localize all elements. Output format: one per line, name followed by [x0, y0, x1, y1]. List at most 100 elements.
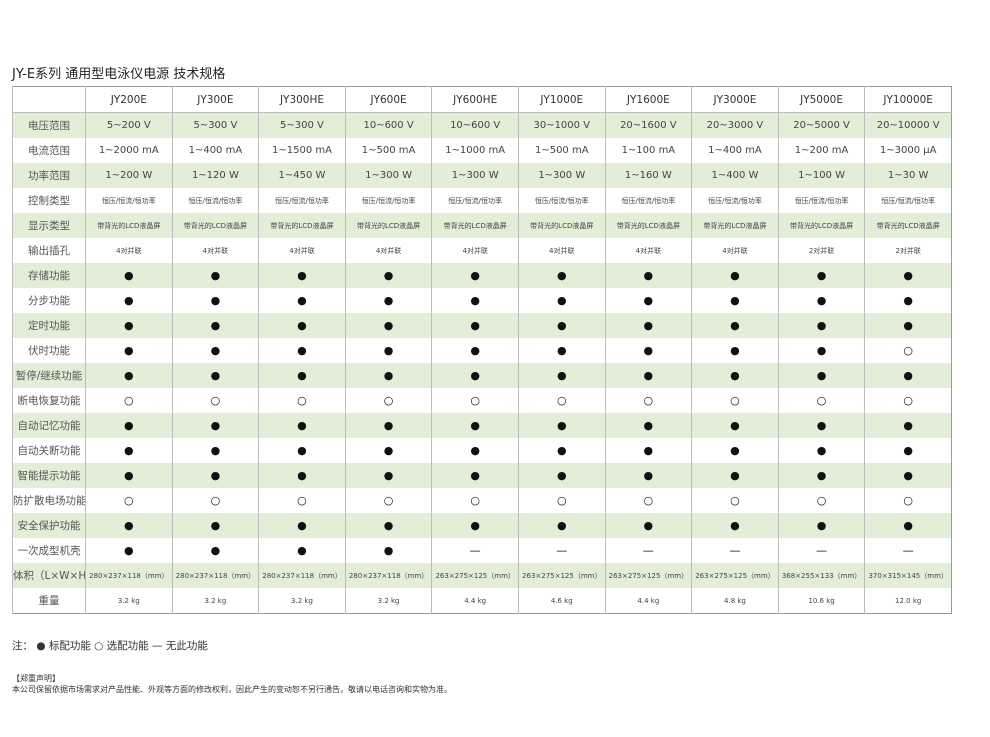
table-cell: ○ [517, 388, 606, 413]
table-cell: 恒压/恒流/恒功率 [171, 188, 259, 213]
row-label: 输出插孔 [12, 238, 86, 263]
table-cell: 12.0 kg [864, 588, 952, 614]
table-cell: 1~200 W [85, 163, 173, 188]
header-row: JY200E JY300E JY300HE JY600E JY600HE JY1000E J… [12, 86, 952, 113]
table-cell: 带背光的LCD液晶屏 [864, 213, 952, 238]
table-cell: ● [431, 263, 519, 288]
table-cell: 20~1600 V [604, 112, 692, 138]
table-cell: ● [517, 313, 606, 338]
table-cell: ● [258, 538, 346, 563]
table-cell: ○ [344, 388, 432, 413]
row-label: 控制类型 [12, 188, 86, 213]
table-cell: 4对并联 [171, 238, 259, 263]
table-cell: ● [777, 338, 865, 363]
table-cell: 3.2 kg [258, 588, 346, 614]
table-cell: ● [85, 338, 173, 363]
table-row: 断电恢复功能 ○ ○ ○ ○ ○ ○ ○ ○ ○ ○ [12, 388, 952, 413]
table-cell: ● [864, 263, 952, 288]
table-cell: 10~600 V [431, 112, 519, 138]
table-cell: ● [864, 463, 952, 488]
table-cell: ● [258, 338, 346, 363]
table-cell: ● [604, 288, 692, 313]
table-cell: ● [431, 513, 519, 538]
table-cell: ● [85, 313, 173, 338]
table-cell: ○ [691, 388, 779, 413]
table-cell: ● [517, 338, 606, 363]
table-cell: 263×275×125（mm） [517, 563, 606, 588]
model-header: JY600E [344, 86, 432, 113]
table-cell: ● [85, 513, 173, 538]
table-cell: ● [171, 338, 259, 363]
table-cell: ● [604, 363, 692, 388]
table-cell: 恒压/恒流/恒功率 [344, 188, 432, 213]
table-cell: ○ [604, 388, 692, 413]
table-cell: ● [344, 263, 432, 288]
table-cell: 1~500 mA [344, 138, 432, 163]
table-cell: ● [258, 288, 346, 313]
table-cell: ○ [864, 388, 952, 413]
table-cell: 恒压/恒流/恒功率 [777, 188, 865, 213]
table-row: 输出插孔 4对并联 4对并联 4对并联 4对并联 4对并联 4对并联 4对并联 4对并联 2对并联… [12, 238, 952, 263]
table-cell: ○ [517, 488, 606, 513]
table-cell: 恒压/恒流/恒功率 [691, 188, 779, 213]
row-label: 电流范围 [12, 138, 86, 163]
table-cell: — [431, 538, 519, 563]
table-row: 智能提示功能 ● ● ● ● ● ● ● ● ● ● [12, 463, 952, 488]
table-row: 防扩散电场功能 ○ ○ ○ ○ ○ ○ ○ ○ ○ ○ [12, 488, 952, 513]
table-cell: ● [171, 413, 259, 438]
table-cell: 1~400 mA [691, 138, 779, 163]
table-cell: ● [344, 338, 432, 363]
model-header: JY1600E [604, 86, 692, 113]
table-cell: 1~450 W [258, 163, 346, 188]
table-cell: ● [171, 538, 259, 563]
table-cell: ● [691, 438, 779, 463]
table-cell: ● [777, 288, 865, 313]
table-row: 分步功能 ● ● ● ● ● ● ● ● ● ● [12, 288, 952, 313]
table-cell: 带背光的LCD液晶屏 [777, 213, 865, 238]
table-cell: 280×237×118（mm） [344, 563, 432, 588]
table-cell: ● [691, 313, 779, 338]
table-cell: 4对并联 [258, 238, 346, 263]
table-cell: 1~100 W [777, 163, 865, 188]
table-cell: ○ [431, 388, 519, 413]
table-cell: ● [258, 413, 346, 438]
table-cell: 4对并联 [604, 238, 692, 263]
table-cell: ● [171, 438, 259, 463]
table-cell: ● [258, 438, 346, 463]
table-cell: 4.8 kg [691, 588, 779, 614]
table-cell: 4对并联 [344, 238, 432, 263]
table-cell: 2对并联 [777, 238, 865, 263]
table-cell: 带背光的LCD液晶屏 [258, 213, 346, 238]
table-cell: ● [85, 288, 173, 313]
table-cell: — [604, 538, 692, 563]
table-cell: ○ [258, 388, 346, 413]
table-cell: 恒压/恒流/恒功率 [517, 188, 606, 213]
table-cell: ● [517, 513, 606, 538]
table-cell: 3.2 kg [85, 588, 173, 614]
model-header: JY1000E [517, 86, 606, 113]
row-label: 分步功能 [12, 288, 86, 313]
table-cell: ○ [777, 488, 865, 513]
table-row: 重量 3.2 kg 3.2 kg 3.2 kg 3.2 kg 4.4 kg 4.6 kg 4.… [12, 588, 952, 614]
table-cell: ● [344, 513, 432, 538]
table-cell: 带背光的LCD液晶屏 [517, 213, 606, 238]
table-cell: ○ [171, 488, 259, 513]
table-cell: 1~160 W [604, 163, 692, 188]
table-row: 存储功能 ● ● ● ● ● ● ● ● ● ● [12, 263, 952, 288]
table-cell: 带背光的LCD液晶屏 [604, 213, 692, 238]
table-cell: ● [85, 538, 173, 563]
table-cell: ● [517, 288, 606, 313]
table-cell: 20~10000 V [864, 112, 952, 138]
table-cell: ● [85, 263, 173, 288]
declaration-text: 本公司保留依据市场需求对产品性能、外观等方面的修改权利，因此产生的变动恕不另行通… [12, 685, 452, 694]
table-cell: 4对并联 [431, 238, 519, 263]
table-cell: ● [517, 363, 606, 388]
table-cell: ● [85, 438, 173, 463]
table-cell: ○ [258, 488, 346, 513]
table-cell: ● [85, 413, 173, 438]
table-row: 控制类型 恒压/恒流/恒功率 恒压/恒流/恒功率 恒压/恒流/恒功率 恒压/恒流/恒功率… [12, 188, 952, 213]
table-cell: 1~100 mA [604, 138, 692, 163]
table-row: 一次成型机壳 ● ● ● ● — — — — — — [12, 538, 952, 563]
table-cell: ○ [864, 488, 952, 513]
row-label: 定时功能 [12, 313, 86, 338]
